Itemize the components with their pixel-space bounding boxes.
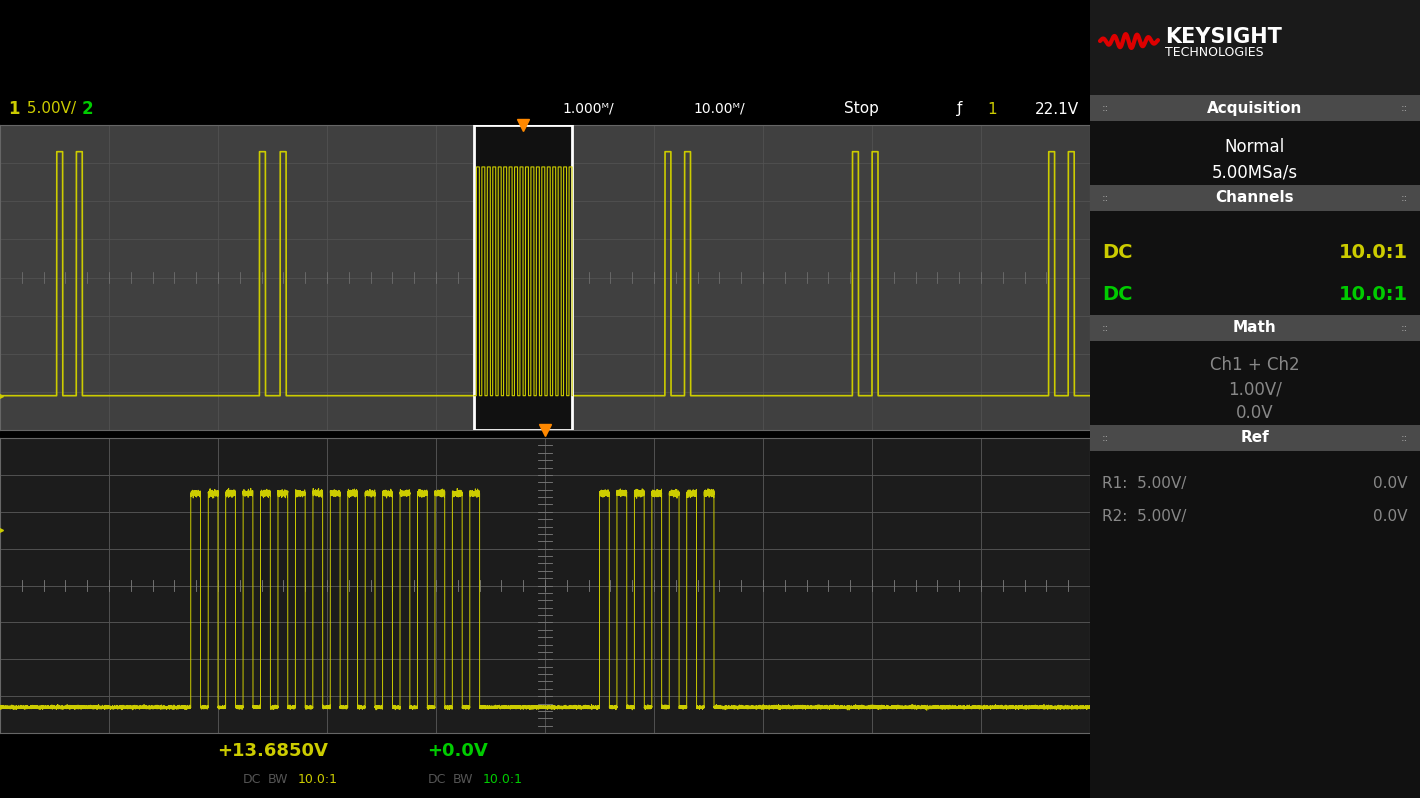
Text: Ch1 + Ch2: Ch1 + Ch2 [1210, 356, 1299, 374]
Bar [1091, 211, 1420, 315]
Bar [1091, 451, 1420, 533]
Text: 10.0:1: 10.0:1 [1339, 243, 1409, 262]
Bar [1091, 533, 1420, 798]
Text: Ref: Ref [1241, 430, 1269, 445]
Text: TECHNOLOGIES: TECHNOLOGIES [1164, 46, 1264, 60]
Text: DC: DC [427, 773, 446, 786]
Text: ::: :: [1102, 433, 1109, 443]
Text: ::: :: [1400, 103, 1409, 113]
Text: DC: DC [1102, 285, 1133, 304]
Bar [474, 125, 572, 430]
Text: ::: :: [1102, 103, 1109, 113]
Text: Channels: Channels [1216, 191, 1294, 206]
Text: 5.00V/: 5.00V/ [21, 101, 77, 117]
Text: ::: :: [1400, 433, 1409, 443]
Text: ƒ: ƒ [957, 101, 961, 117]
Text: DC: DC [1102, 243, 1133, 262]
Text: 10.0:1: 10.0:1 [298, 773, 338, 786]
Text: Normal: Normal [1225, 137, 1285, 156]
Text: ::: :: [1400, 193, 1409, 203]
Text: 10.00ᴹ/: 10.00ᴹ/ [693, 102, 746, 116]
Bar [1091, 0, 1420, 95]
Text: 5.00MSa/s: 5.00MSa/s [1211, 164, 1298, 181]
Text: BW: BW [453, 773, 473, 786]
Bar [1091, 185, 1420, 211]
Text: 2: 2 [82, 100, 94, 118]
Bar [1091, 315, 1420, 341]
Text: DC: DC [243, 773, 261, 786]
Text: Stop: Stop [843, 101, 879, 117]
Text: 0.0V: 0.0V [1373, 476, 1409, 492]
Text: Math: Math [1233, 321, 1277, 335]
Text: R1:  5.00V/: R1: 5.00V/ [1102, 476, 1186, 492]
Bar [1091, 341, 1420, 425]
Text: +0.0V: +0.0V [427, 742, 488, 760]
Text: BW: BW [267, 773, 288, 786]
Text: 1: 1 [9, 100, 20, 118]
Text: 1: 1 [987, 101, 997, 117]
Text: KEYSIGHT: KEYSIGHT [1164, 27, 1282, 47]
Text: 0.0V: 0.0V [1373, 509, 1409, 524]
Text: ::: :: [1102, 323, 1109, 333]
Text: 1.00V/: 1.00V/ [1228, 380, 1282, 398]
Bar [1091, 121, 1420, 185]
Text: 0.0V: 0.0V [1237, 404, 1274, 422]
Text: Acquisition: Acquisition [1207, 101, 1302, 116]
Text: 22.1V: 22.1V [1035, 101, 1079, 117]
Text: ::: :: [1102, 193, 1109, 203]
Bar [1091, 95, 1420, 121]
Text: 1.000ᴹ/: 1.000ᴹ/ [562, 102, 615, 116]
Text: 10.0:1: 10.0:1 [483, 773, 523, 786]
Text: R2:  5.00V/: R2: 5.00V/ [1102, 509, 1186, 524]
Bar [1091, 425, 1420, 451]
Text: ::: :: [1400, 323, 1409, 333]
Text: 10.0:1: 10.0:1 [1339, 285, 1409, 304]
Text: +13.6850V: +13.6850V [217, 742, 328, 760]
